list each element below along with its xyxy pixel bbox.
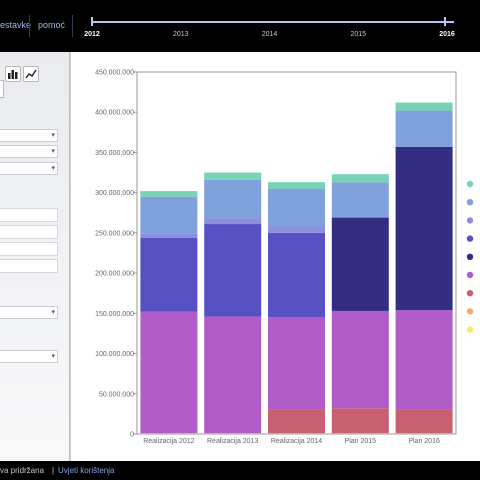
nav-help-link[interactable]: pomoć: [38, 20, 66, 30]
bar-segment[interactable]: [395, 110, 453, 147]
footer-separator: |: [52, 466, 55, 475]
y-tick-label: 150.000.000: [95, 311, 134, 318]
filter-select[interactable]: ▾: [0, 145, 58, 158]
filter-sidebar: ▾ ▾ ▾ ▾ ▾: [0, 52, 71, 461]
rights-text: va pridržana: [0, 466, 45, 475]
text-field[interactable]: [0, 259, 58, 273]
nav-separator: [29, 15, 30, 37]
bar-segment[interactable]: [204, 433, 262, 434]
bar-segment[interactable]: [395, 409, 453, 434]
legend-marker[interactable]: [466, 235, 474, 242]
bar-segment[interactable]: [395, 146, 453, 311]
filter-select[interactable]: ▾: [0, 162, 58, 175]
bar-segment[interactable]: [395, 102, 453, 111]
legend-marker[interactable]: [466, 308, 474, 315]
text-field[interactable]: [0, 242, 58, 256]
legend-marker[interactable]: [466, 199, 474, 206]
nav-separator: [72, 15, 73, 37]
bar-segment[interactable]: [268, 317, 325, 410]
legend-marker[interactable]: [466, 180, 474, 188]
y-tick-label: 250.000.000: [95, 230, 134, 237]
y-tick-label: 200.000.000: [95, 271, 134, 278]
bar-segment[interactable]: [331, 433, 389, 434]
terms-link[interactable]: Uvjeti korištenja: [58, 466, 115, 475]
chevron-down-icon: ▾: [51, 309, 55, 316]
x-axis: Realizacija 2012 Realizacija 2013 Realizac…: [143, 438, 440, 445]
bar-segment[interactable]: [268, 409, 325, 434]
y-tick-label: 450.000.000: [95, 70, 134, 77]
bar-segment[interactable]: [331, 310, 389, 409]
bar-chart-button[interactable]: [5, 66, 21, 82]
bar-segment[interactable]: [140, 233, 198, 238]
chevron-down-icon: ▾: [51, 165, 55, 172]
legend-marker[interactable]: [466, 253, 474, 260]
x-tick-label: Realizacija 2014: [271, 438, 322, 445]
line-chart-icon: [25, 69, 37, 79]
x-tick-label: Realizacija 2013: [207, 438, 258, 445]
stacked-bar-chart: 0 50.000.000 100.000.000 150.000.000 200.000…: [95, 70, 474, 445]
y-tick-label: 400.000.000: [95, 110, 134, 117]
bar-segment[interactable]: [268, 433, 325, 434]
timeline-year-2015[interactable]: 2015: [350, 31, 367, 38]
bars: [140, 102, 453, 434]
bar-segment[interactable]: [331, 182, 389, 218]
legend-marker[interactable]: [466, 290, 474, 297]
text-field[interactable]: [0, 208, 58, 222]
timeline-year-2013[interactable]: 2013: [172, 31, 189, 38]
timeline-year-2016[interactable]: 2016: [439, 31, 455, 38]
filter-select[interactable]: ▾: [0, 350, 58, 363]
bar-segment[interactable]: [268, 182, 325, 189]
y-tick-label: 50.000.000: [99, 391, 134, 398]
line-chart-button[interactable]: [23, 66, 39, 82]
bar-segment[interactable]: [140, 196, 198, 234]
panel-toggle[interactable]: [0, 80, 4, 98]
filter-select[interactable]: ▾: [0, 306, 58, 319]
bar-segment[interactable]: [268, 188, 325, 227]
y-tick-label: 350.000.000: [95, 150, 134, 157]
bar-segment[interactable]: [140, 191, 198, 197]
legend-marker[interactable]: [466, 326, 474, 333]
bar-segment[interactable]: [140, 311, 198, 434]
y-tick-label: 100.000.000: [95, 351, 134, 358]
legend-marker[interactable]: [466, 217, 474, 224]
footer: va pridržana | Uvjeti korištenja: [0, 461, 480, 480]
chevron-down-icon: ▾: [51, 132, 55, 139]
bar-segment[interactable]: [204, 179, 262, 219]
bar-segment[interactable]: [140, 433, 198, 434]
y-tick-label: 300.000.000: [95, 190, 134, 197]
bar-segment[interactable]: [395, 310, 453, 410]
bar-segment[interactable]: [331, 174, 389, 183]
timeline-end-handle[interactable]: [444, 17, 446, 26]
y-tick-label: 0: [130, 432, 134, 439]
filter-select[interactable]: ▾: [0, 129, 58, 142]
timeline-start-handle[interactable]: [91, 17, 93, 26]
bar-segment[interactable]: [331, 408, 389, 434]
chevron-down-icon: ▾: [51, 148, 55, 155]
timeline-year-2012[interactable]: 2012: [84, 31, 100, 38]
bar-segment[interactable]: [140, 237, 198, 312]
legend-marker[interactable]: [466, 271, 474, 279]
top-bar: estavke pomoć 2012 2013 2014 2015 2016: [0, 0, 480, 52]
nav-settings-link[interactable]: estavke: [0, 20, 32, 30]
timeline-year-2014[interactable]: 2014: [261, 31, 278, 38]
timeline-slider[interactable]: [92, 21, 454, 23]
bar-segment[interactable]: [395, 433, 453, 434]
sidebar-divider: [69, 52, 70, 461]
text-field[interactable]: [0, 225, 58, 239]
bar-chart-icon: [8, 70, 18, 79]
bar-segment[interactable]: [268, 226, 325, 233]
y-axis: 0 50.000.000 100.000.000 150.000.000 200.000…: [95, 70, 137, 439]
bar-segment[interactable]: [204, 224, 262, 317]
legend: [466, 180, 474, 333]
chevron-down-icon: ▾: [51, 353, 55, 360]
bar-segment[interactable]: [204, 218, 262, 225]
x-tick-label: Plan 2015: [345, 438, 377, 445]
bar-segment[interactable]: [204, 316, 262, 434]
x-tick-label: Realizacija 2012: [143, 438, 194, 445]
bar-segment[interactable]: [268, 232, 325, 318]
x-tick-label: Plan 2016: [408, 438, 440, 445]
bar-segment[interactable]: [331, 217, 389, 311]
bar-segment[interactable]: [204, 172, 262, 180]
